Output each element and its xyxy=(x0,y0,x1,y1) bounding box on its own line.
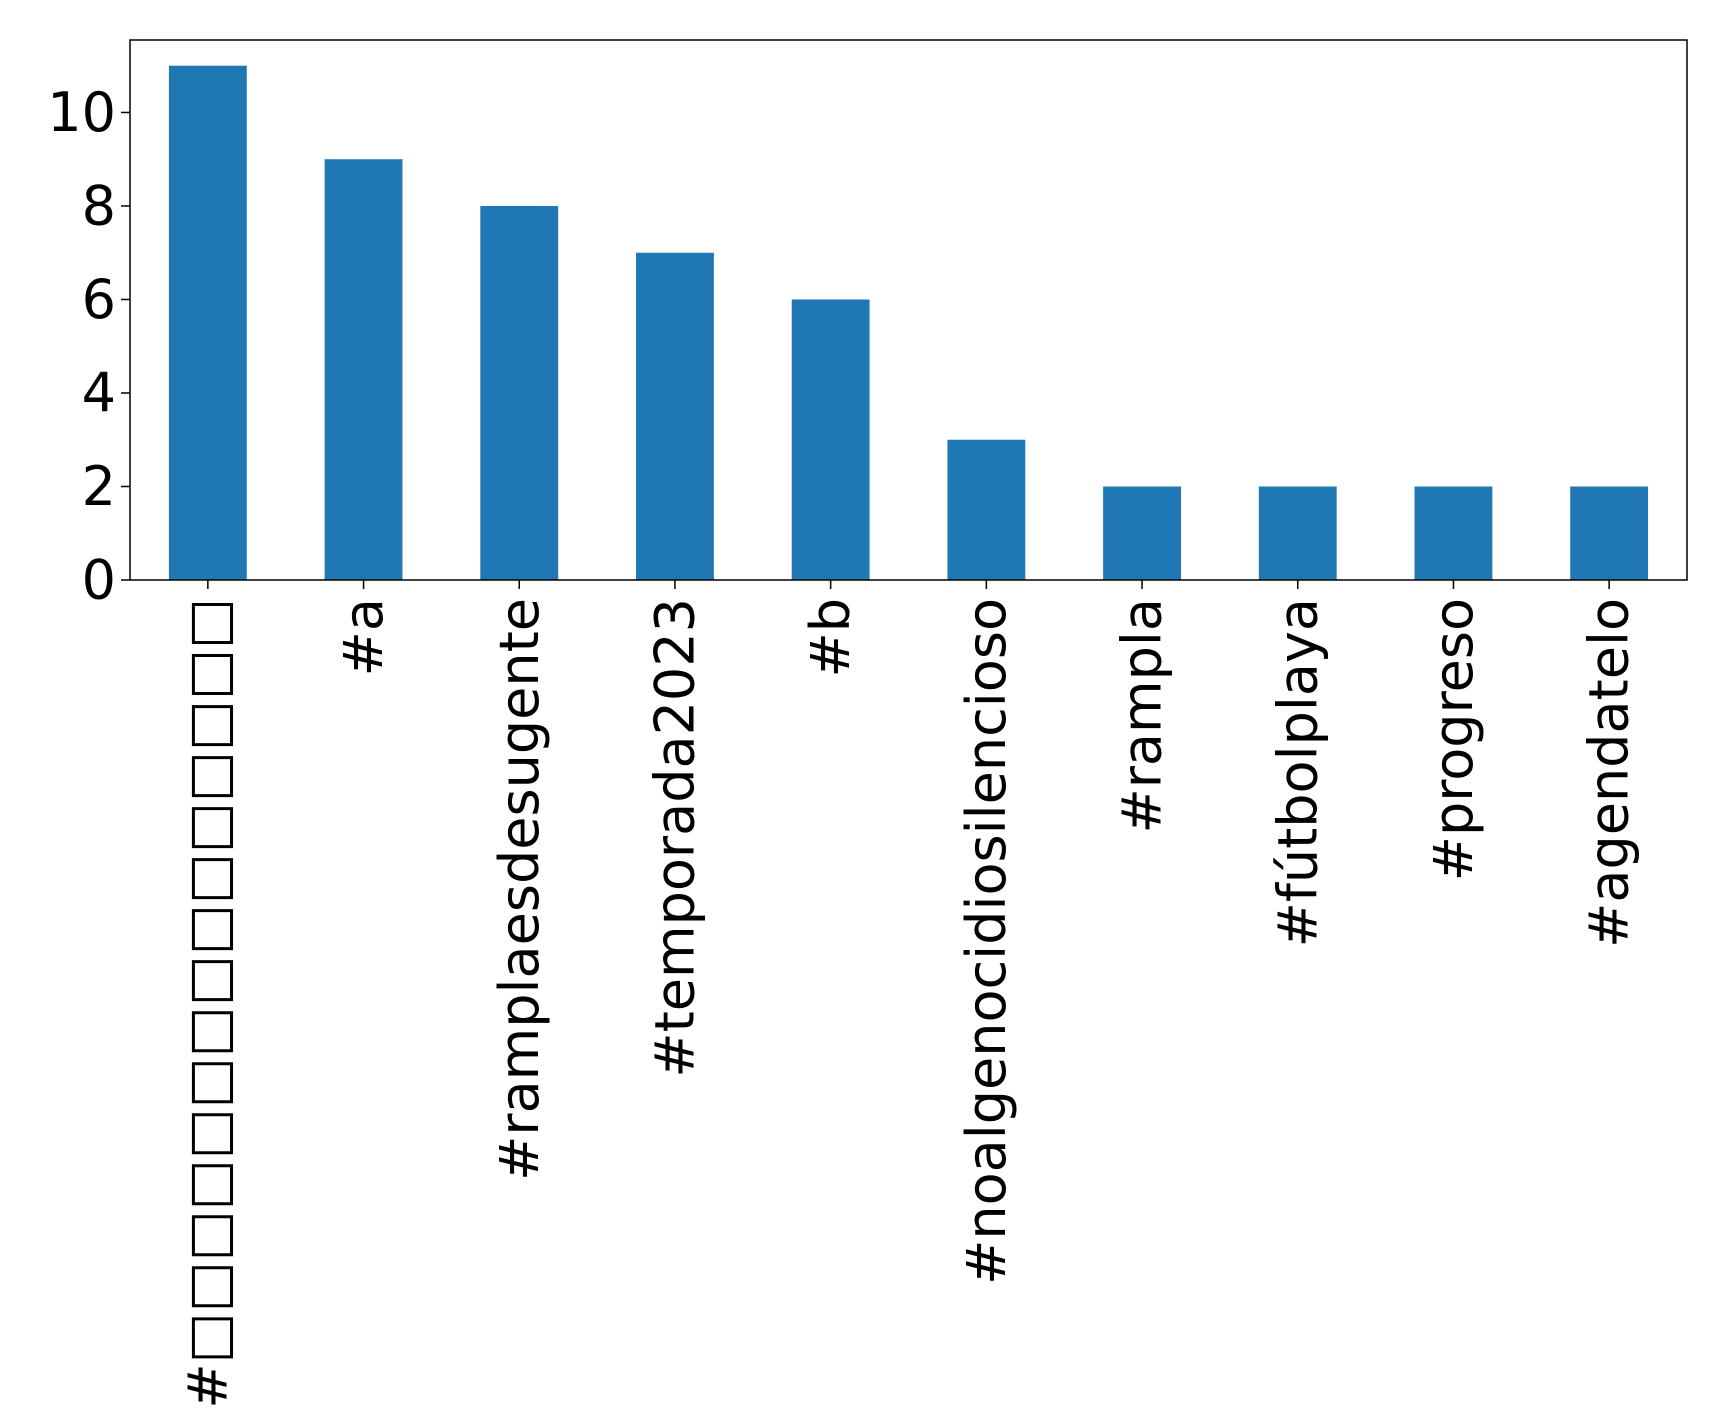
x-tick-label-2: #ramplaesdesugente xyxy=(488,598,551,1181)
x-tick-label-6: #rampla xyxy=(1111,598,1174,834)
x-tick-label-1: #a xyxy=(332,598,395,676)
plot-frame xyxy=(129,39,1688,581)
x-tick-label-8: #progreso xyxy=(1422,598,1485,881)
bar-2 xyxy=(480,205,559,580)
bar-8 xyxy=(1414,486,1493,580)
bar-1 xyxy=(324,159,403,581)
bar-0 xyxy=(168,65,247,580)
x-tick-label-4: #b xyxy=(799,598,862,678)
bar-4 xyxy=(791,299,870,580)
bar-9 xyxy=(1570,486,1649,580)
y-tick-label-5: 10 xyxy=(47,81,116,144)
x-axis: #□□□□□□□□□□□□□□□ #a #ramplaesdesugente #tem… xyxy=(176,580,1641,1409)
bar-3 xyxy=(636,252,714,580)
bar-5 xyxy=(947,439,1026,580)
bar-6 xyxy=(1103,486,1181,580)
x-tick-label-5: #noalgenocidiosilencioso xyxy=(955,598,1018,1285)
x-tick-label-9: #agendatelo xyxy=(1578,598,1641,948)
x-tick-label-0: #□□□□□□□□□□□□□□□ xyxy=(176,598,239,1409)
x-tick-label-7: #fútbolplaya xyxy=(1266,598,1329,947)
y-tick-label-2: 4 xyxy=(82,361,116,424)
y-tick-label-1: 2 xyxy=(82,455,116,518)
bar-7 xyxy=(1258,486,1337,580)
y-tick-label-0: 0 xyxy=(82,549,116,612)
y-axis: 0 2 4 6 8 10 xyxy=(47,81,130,612)
x-tick-label-3: #temporada2023 xyxy=(643,598,706,1078)
y-tick-label-3: 6 xyxy=(82,268,116,331)
y-tick-label-4: 8 xyxy=(82,174,116,237)
bar-group xyxy=(168,65,1649,581)
